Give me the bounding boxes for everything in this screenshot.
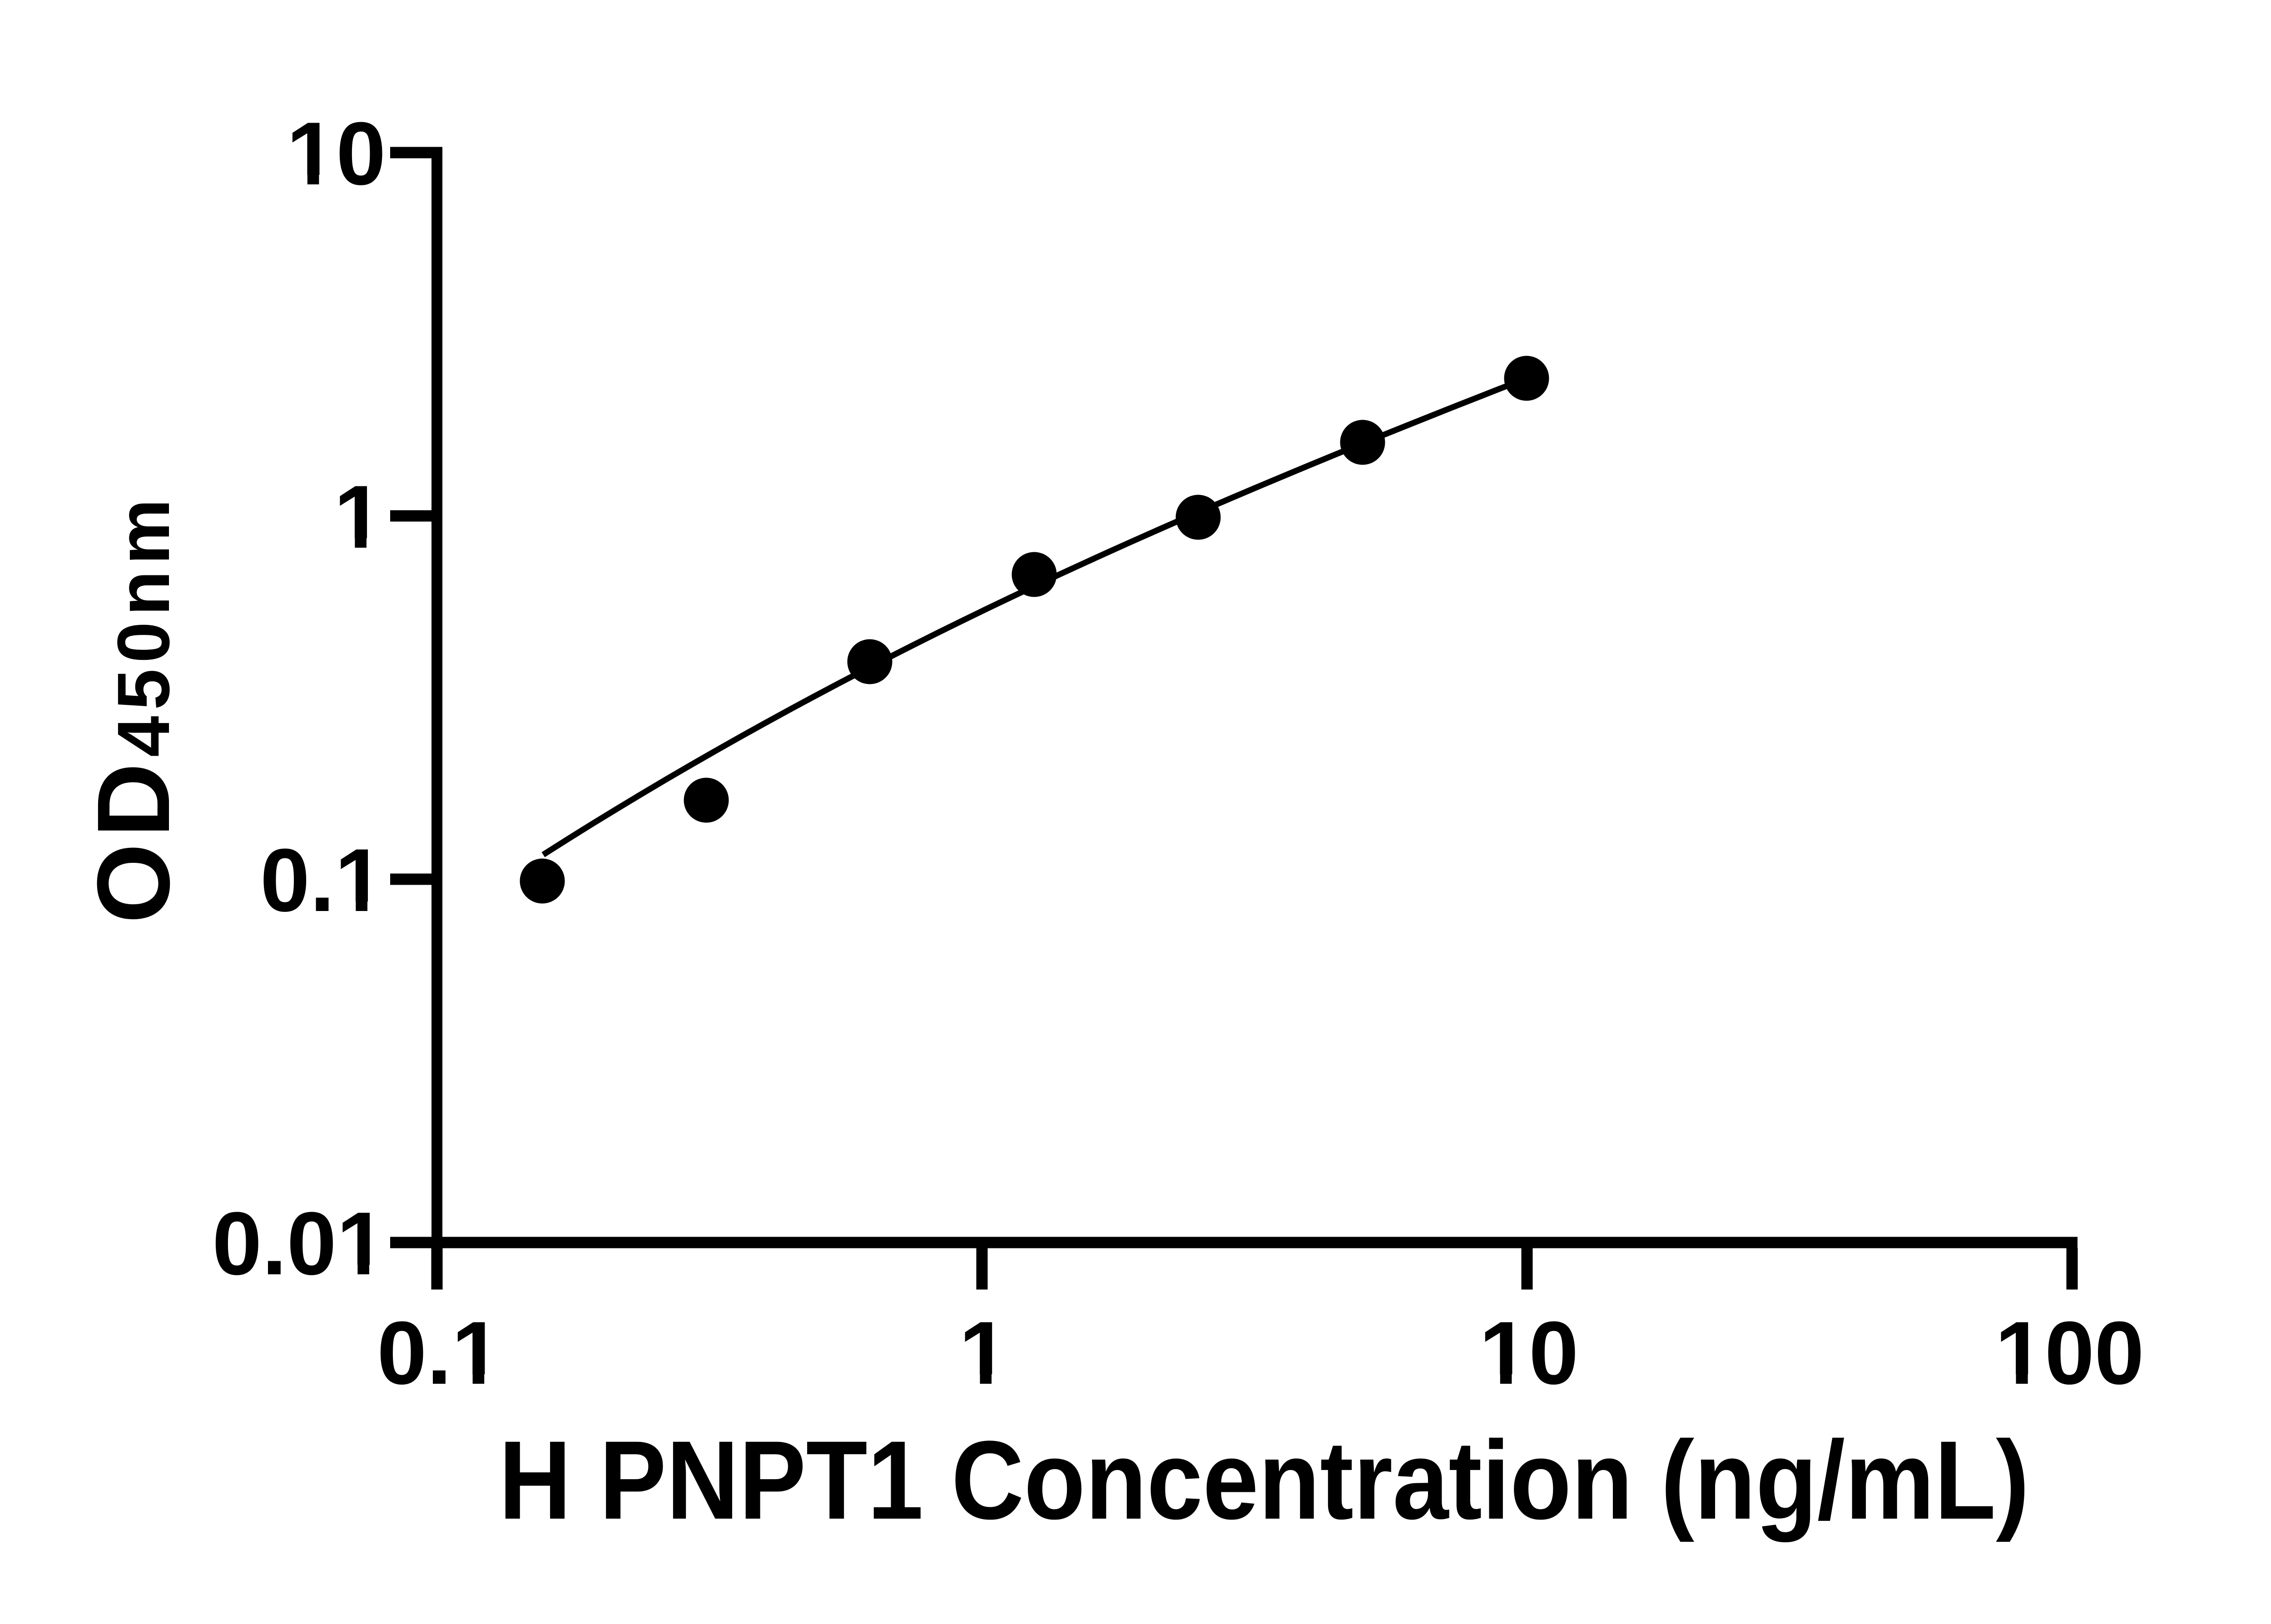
svg-text:0.1: 0.1: [260, 830, 385, 930]
svg-text:1: 1: [334, 467, 384, 567]
svg-text:1: 1: [959, 1303, 1009, 1403]
svg-text:H PNPT1 Concentration (ng/mL): H PNPT1 Concentration (ng/mL): [499, 1418, 2029, 1543]
svg-text:100: 100: [1995, 1303, 2144, 1403]
svg-text:10: 10: [286, 104, 386, 203]
svg-text:0.1: 0.1: [377, 1303, 501, 1403]
svg-text:0.01: 0.01: [212, 1193, 386, 1293]
svg-text:10: 10: [1479, 1303, 1578, 1403]
